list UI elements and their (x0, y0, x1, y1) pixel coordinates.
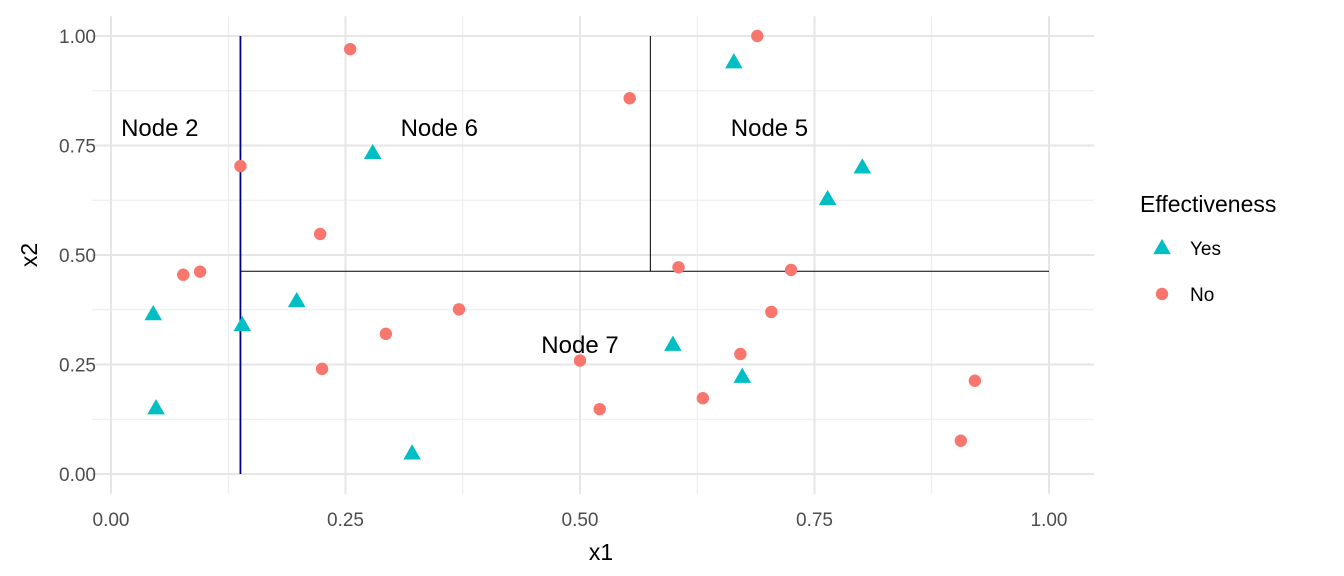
node-annotation: Node 7 (541, 332, 618, 359)
grid-major (92, 16, 1094, 494)
data-point-no (379, 327, 393, 341)
data-point-no (177, 268, 190, 281)
x-tick-label: 0.50 (562, 510, 599, 531)
y-tick-label: 1.00 (59, 27, 96, 48)
x-axis-title: x1 (589, 539, 613, 565)
data-point-no (765, 305, 778, 319)
data-point-no (954, 434, 968, 447)
y-axis-title: x2 (16, 243, 42, 267)
y-tick-label: 0.75 (59, 137, 96, 158)
data-point-no (751, 29, 764, 43)
data-point-yes (403, 444, 421, 460)
data-point-no (193, 265, 207, 278)
y-tick-label: 0.50 (59, 246, 96, 267)
x-tick-label: 1.00 (1031, 510, 1068, 531)
data-point-no (234, 159, 247, 173)
y-tick-label: 0.00 (59, 465, 96, 486)
x-tick-label: 0.25 (327, 510, 364, 531)
x-tick-label: 0.00 (93, 510, 130, 531)
data-point-no (672, 261, 685, 274)
legend: Effectiveness Yes No (1140, 191, 1276, 306)
data-point-yes (233, 315, 252, 332)
node-annotation: Node 5 (731, 115, 808, 142)
tree-split-lines (239, 36, 1049, 474)
data-point-yes (733, 367, 752, 383)
legend-key-triangle (1153, 238, 1171, 255)
data-point-yes (287, 291, 306, 308)
legend-label: No (1190, 285, 1214, 306)
data-point-no (452, 303, 466, 316)
data-point-no (696, 392, 710, 405)
node-annotation: Node 6 (401, 115, 478, 142)
data-point-no (968, 374, 982, 387)
data-point-yes (144, 305, 163, 321)
data-point-no (784, 263, 798, 277)
legend-title: Effectiveness (1140, 191, 1276, 217)
legend-key-circle (1155, 287, 1169, 301)
data-points (144, 29, 982, 460)
grid-minor (92, 16, 1094, 494)
y-tick-labels: 0.00 0.25 0.50 0.75 1.00 (59, 27, 96, 486)
legend-entry: No (1155, 285, 1214, 306)
data-point-yes (818, 189, 837, 206)
data-point-yes (363, 143, 382, 160)
data-point-no (623, 91, 636, 105)
legend-label: Yes (1190, 239, 1221, 260)
data-point-no (573, 354, 587, 367)
data-point-yes (725, 53, 743, 69)
x-tick-label: 0.75 (796, 510, 833, 531)
data-point-no (593, 402, 606, 416)
data-point-yes (664, 335, 682, 351)
data-point-yes (853, 158, 872, 174)
data-point-no (343, 42, 357, 56)
y-tick-label: 0.25 (59, 356, 96, 377)
legend-entry: Yes (1153, 238, 1221, 260)
legend-entries: Yes No (1153, 238, 1221, 306)
node-annotation: Node 2 (121, 115, 198, 142)
data-point-no (315, 362, 329, 376)
data-point-no (734, 347, 747, 361)
data-point-no (313, 227, 327, 241)
x-tick-labels: 0.00 0.25 0.50 0.75 1.00 (93, 510, 1068, 531)
data-point-yes (147, 399, 165, 415)
node-annotations: Node 2 Node 6 Node 5 Node 7 (121, 115, 808, 359)
